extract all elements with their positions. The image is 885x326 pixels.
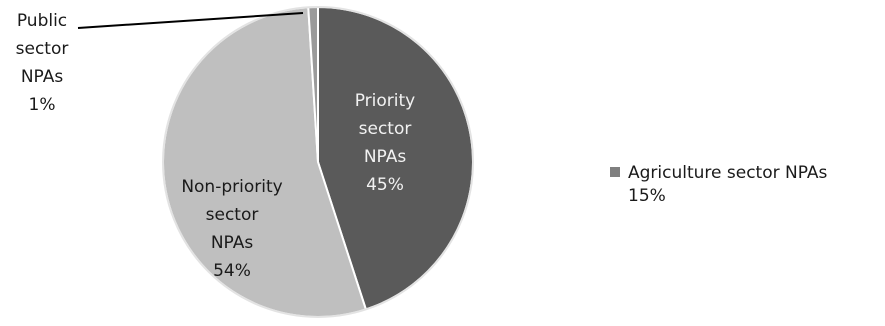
slice-label: Non-priority sector NPAs 54%: [181, 177, 282, 281]
slice-label-line: NPAs: [364, 147, 407, 167]
slice-label-line: Priority: [355, 91, 416, 111]
slice-label-line: sector: [206, 205, 259, 225]
slice-label-line: Public: [17, 11, 67, 31]
slice-label-line: sector: [359, 119, 412, 139]
legend-value: 15%: [628, 186, 666, 206]
pie-outline: [162, 6, 474, 318]
legend-label: Agriculture sector NPAs: [628, 163, 828, 183]
slice-label-line: 1%: [29, 95, 56, 115]
legend-swatch: [610, 167, 620, 177]
slice-label-line: 54%: [213, 261, 251, 281]
slice-label-line: NPAs: [211, 233, 254, 253]
slice-label-line: sector: [16, 39, 69, 59]
slice-label: Priority sector NPAs 45%: [355, 91, 416, 195]
legend: Agriculture sector NPAs 15%: [610, 163, 828, 206]
leader-line: [77, 12, 304, 29]
slice-label-line: NPAs: [21, 67, 64, 87]
slice-label-line: 45%: [366, 175, 404, 195]
slice-label-line: Non-priority: [181, 177, 282, 197]
slice-label: Public sector NPAs 1%: [16, 11, 69, 115]
